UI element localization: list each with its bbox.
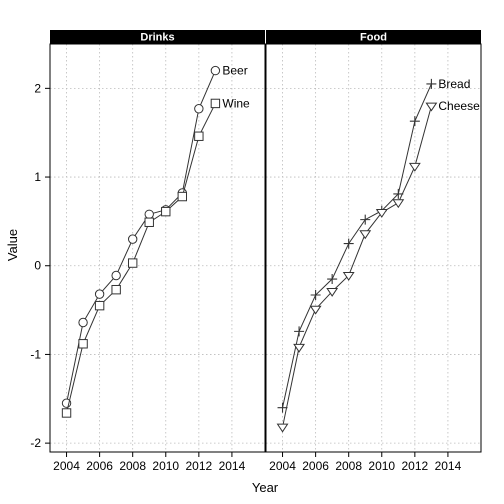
data-point-beer	[78, 317, 88, 328]
data-point-bread	[294, 326, 305, 337]
y-tick-label: -2	[30, 436, 41, 450]
x-tick-label: 2012	[401, 459, 428, 473]
series-label-bread: Bread	[438, 77, 470, 91]
panel-frame	[49, 43, 266, 453]
x-tick-label: 2012	[185, 459, 212, 473]
data-point-bread	[426, 78, 437, 89]
panel-drinks: Drinks 2004 2006 2008 2010 2012 2014 -2 -1 0 1 2 Bee…	[30, 30, 266, 473]
panel-food: Food 2004 2006 2008 2010 2012 2014 Bread Cheese	[265, 30, 482, 473]
y-axis-title: Value	[5, 229, 20, 261]
x-tick-label: 2008	[335, 459, 362, 473]
x-tick-label: 2008	[119, 459, 146, 473]
data-point-wine	[210, 98, 221, 109]
series-label-beer: Beer	[222, 64, 247, 78]
x-tick-label: 2004	[53, 459, 80, 473]
data-point-cheese	[342, 271, 355, 281]
data-point-cheese	[408, 162, 421, 172]
data-point-wine	[144, 217, 154, 227]
data-point-bread	[343, 238, 354, 249]
data-point-bread	[360, 214, 371, 225]
data-point-bread	[327, 274, 338, 285]
y-tick-label: 0	[34, 259, 41, 273]
x-tick-label: 2004	[269, 459, 296, 473]
x-tick-label: 2014	[435, 459, 462, 473]
data-point-wine	[127, 258, 138, 268]
data-point-wine	[194, 131, 204, 141]
series-label-wine: Wine	[222, 96, 250, 110]
y-tick-label: 2	[34, 81, 41, 95]
x-tick-label: 2014	[219, 459, 246, 473]
series-line-wine	[66, 103, 216, 414]
data-point-cheese	[425, 102, 438, 112]
data-point-wine	[111, 284, 121, 295]
series-line-beer	[66, 70, 216, 404]
data-point-beer	[94, 289, 105, 299]
data-point-bread	[409, 116, 420, 127]
panel-title: Drinks	[140, 32, 174, 44]
x-tick-label: 2006	[302, 459, 329, 473]
data-point-wine	[78, 339, 88, 349]
data-point-beer	[194, 104, 204, 114]
data-point-wine	[177, 191, 188, 202]
data-point-cheese	[326, 287, 339, 297]
data-point-beer	[210, 65, 221, 76]
data-point-wine	[61, 408, 72, 418]
data-point-wine	[94, 300, 105, 311]
x-tick-label: 2010	[152, 459, 179, 473]
data-point-cheese	[359, 230, 372, 240]
data-point-cheese	[375, 209, 388, 218]
panel-strip	[266, 30, 481, 44]
data-point-beer	[144, 209, 154, 219]
series-line-cheese	[282, 105, 432, 428]
series-line-bread	[282, 83, 432, 408]
data-point-cheese	[293, 343, 306, 353]
data-point-cheese	[392, 199, 405, 209]
data-point-bread	[277, 402, 288, 413]
y-tick-label: 1	[34, 170, 41, 184]
data-point-cheese	[309, 305, 322, 315]
data-point-bread	[393, 188, 404, 199]
panel-strip	[50, 30, 265, 44]
y-tick-label: -1	[30, 347, 41, 361]
data-point-beer	[127, 234, 138, 244]
x-tick-label: 2010	[368, 459, 395, 473]
data-point-bread	[310, 290, 321, 301]
series-label-cheese: Cheese	[438, 99, 480, 113]
x-tick-label: 2006	[86, 459, 113, 473]
data-point-wine	[161, 206, 171, 217]
data-point-beer	[111, 270, 121, 281]
data-point-cheese	[276, 423, 289, 433]
panel-frame	[265, 43, 482, 453]
panel-title: Food	[360, 32, 387, 44]
panels-layer: Drinks 2004 2006 2008 2010 2012 2014 -2 -1 0 1 2 Bee…	[30, 30, 482, 473]
x-axis-title: Year	[252, 480, 279, 495]
